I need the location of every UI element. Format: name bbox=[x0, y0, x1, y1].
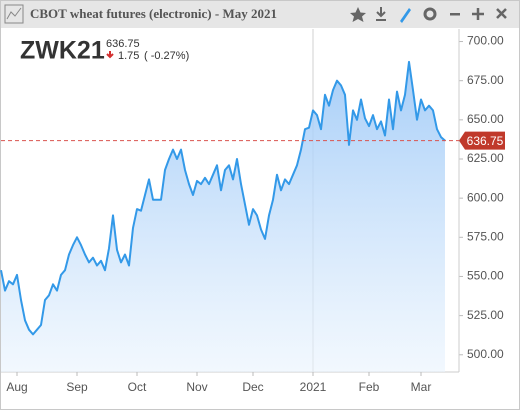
y-tick-label: 650.00 bbox=[467, 112, 504, 126]
change: 1.75 bbox=[118, 50, 139, 62]
y-tick-label: 625.00 bbox=[467, 151, 504, 165]
y-tick-label: 500.00 bbox=[467, 347, 504, 361]
down-arrow bbox=[106, 51, 114, 59]
symbol: ZWK21 bbox=[20, 37, 105, 65]
x-tick-label: 2021 bbox=[300, 380, 327, 394]
download-button[interactable] bbox=[376, 7, 386, 21]
x-tick-label: Aug bbox=[6, 380, 27, 394]
last-price-tag-label: 636.75 bbox=[467, 134, 504, 148]
y-tick-label: 675.00 bbox=[467, 73, 504, 87]
y-tick-label: 575.00 bbox=[467, 229, 504, 243]
y-tick-label: 525.00 bbox=[467, 308, 504, 322]
chart-icon bbox=[4, 4, 24, 24]
minimize-button[interactable] bbox=[450, 13, 460, 16]
last-price-tag bbox=[459, 131, 505, 150]
x-tick-label: Sep bbox=[66, 380, 88, 394]
y-tick-label: 700.00 bbox=[467, 34, 504, 48]
toolbar bbox=[350, 7, 507, 23]
plot: 500.00 525.00 550.00 575.00 600.00 625.00 650.… bbox=[0, 29, 505, 394]
x-tick-label: Mar bbox=[411, 380, 432, 394]
change-percent: ( -0.27%) bbox=[144, 50, 189, 62]
y-tick-label: 600.00 bbox=[467, 190, 504, 204]
x-tick-label: Nov bbox=[186, 380, 207, 394]
favorite-button[interactable] bbox=[350, 7, 366, 22]
title-bar bbox=[1, 1, 519, 28]
x-tick-label: Oct bbox=[128, 380, 147, 394]
last-price: 636.75 bbox=[106, 38, 140, 50]
close-button[interactable] bbox=[496, 8, 507, 19]
x-tick-label: Dec bbox=[242, 380, 263, 394]
draw-button[interactable] bbox=[400, 8, 411, 23]
x-tick-label: Feb bbox=[359, 380, 380, 394]
y-tick-label: 550.00 bbox=[467, 269, 504, 283]
chart-title: CBOT wheat futures (electronic) - May 20… bbox=[30, 6, 277, 21]
price-line bbox=[0, 60, 446, 336]
maximize-button[interactable] bbox=[472, 8, 484, 20]
settings-button[interactable] bbox=[423, 7, 437, 21]
area bbox=[1, 61, 445, 373]
